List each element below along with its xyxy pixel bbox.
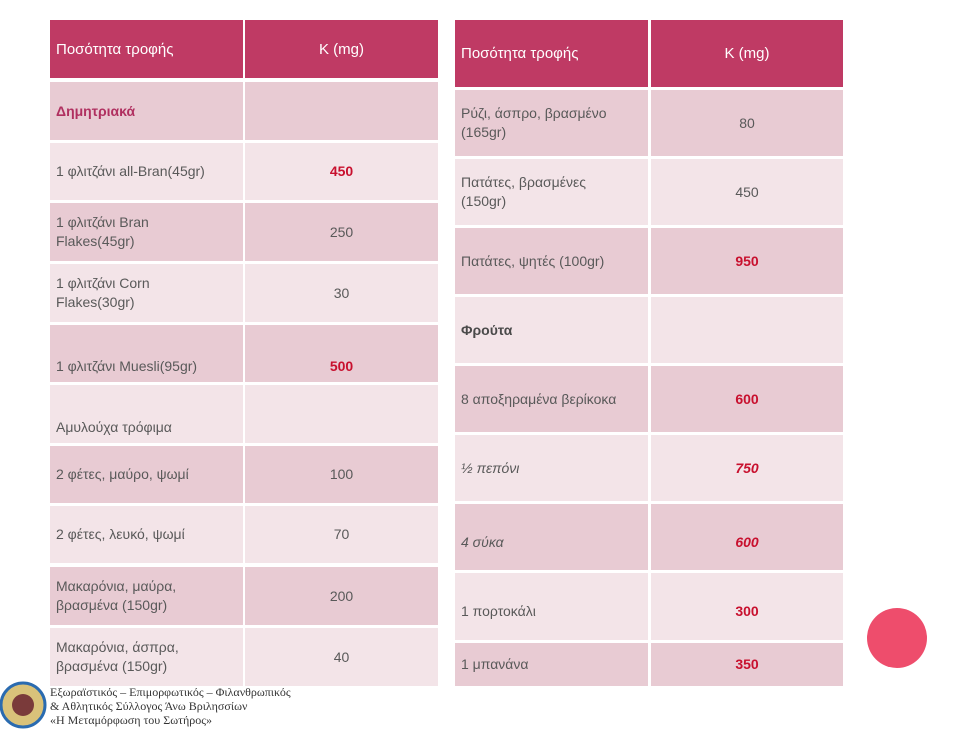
- label-cell: 1 μπανάνα: [455, 643, 648, 686]
- label-cell: Πατάτες, βρασμένες (150gr): [455, 159, 648, 225]
- accent-circle: [867, 608, 927, 668]
- label-cell: 1 φλιτζάνι all-Bran(45gr): [50, 143, 243, 200]
- value-cell: 350: [651, 643, 843, 686]
- section-cell: Δημητριακά: [50, 82, 243, 140]
- label-cell: ½ πεπόνι: [455, 435, 648, 501]
- label-cell: 1 πορτοκάλι: [455, 573, 648, 640]
- value-cell: 70: [245, 506, 438, 563]
- label-cell: 1 φλιτζάνι Muesli(95gr): [50, 325, 243, 382]
- empty-cell: [245, 385, 438, 443]
- value-cell: 40: [245, 628, 438, 686]
- label-cell: 8 αποξηραμένα βερίκοκα: [455, 366, 648, 432]
- header-cell: K (mg): [245, 20, 438, 78]
- label-cell: Μακαρόνια, άσπρα, βρασμένα (150gr): [50, 628, 243, 686]
- label-cell: Ρύζι, άσπρο, βρασμένο (165gr): [455, 90, 648, 156]
- label-cell: Πατάτες, ψητές (100gr): [455, 228, 648, 294]
- value-cell: 500: [245, 325, 438, 382]
- value-cell: 300: [651, 573, 843, 640]
- header-cell: Ποσότητα τροφής: [455, 20, 648, 87]
- label-cell: 2 φέτες, μαύρο, ψωμί: [50, 446, 243, 503]
- value-cell: 30: [245, 264, 438, 322]
- section-cell: Αμυλούχα τρόφιμα: [50, 385, 243, 443]
- section-cell: Φρούτα: [455, 297, 648, 363]
- value-cell: 600: [651, 504, 843, 570]
- value-cell: 200: [245, 567, 438, 625]
- label-cell: 1 φλιτζάνι Corn Flakes(30gr): [50, 264, 243, 322]
- value-cell: 750: [651, 435, 843, 501]
- logo-center: [12, 694, 34, 716]
- value-cell: 100: [245, 446, 438, 503]
- header-cell: K (mg): [651, 20, 843, 87]
- value-cell: 600: [651, 366, 843, 432]
- footer-line: & Αθλητικός Σύλλογος Άνω Βριλησσίων: [50, 699, 248, 713]
- label-cell: 1 φλιτζάνι Bran Flakes(45gr): [50, 203, 243, 261]
- label-cell: 2 φέτες, λευκό, ψωμί: [50, 506, 243, 563]
- value-cell: 450: [651, 159, 843, 225]
- empty-cell: [651, 297, 843, 363]
- footer-line: «Η Μεταμόρφωση του Σωτήρος»: [50, 713, 212, 727]
- empty-cell: [245, 82, 438, 140]
- value-cell: 250: [245, 203, 438, 261]
- label-cell: 4 σύκα: [455, 504, 648, 570]
- value-cell: 950: [651, 228, 843, 294]
- value-cell: 450: [245, 143, 438, 200]
- header-cell: Ποσότητα τροφής: [50, 20, 243, 78]
- logo: [0, 681, 47, 729]
- label-cell: Μακαρόνια, μαύρα, βρασμένα (150gr): [50, 567, 243, 625]
- footer-line: Εξωραϊστικός – Επιμορφωτικός – Φιλανθρωπ…: [50, 685, 291, 699]
- value-cell: 80: [651, 90, 843, 156]
